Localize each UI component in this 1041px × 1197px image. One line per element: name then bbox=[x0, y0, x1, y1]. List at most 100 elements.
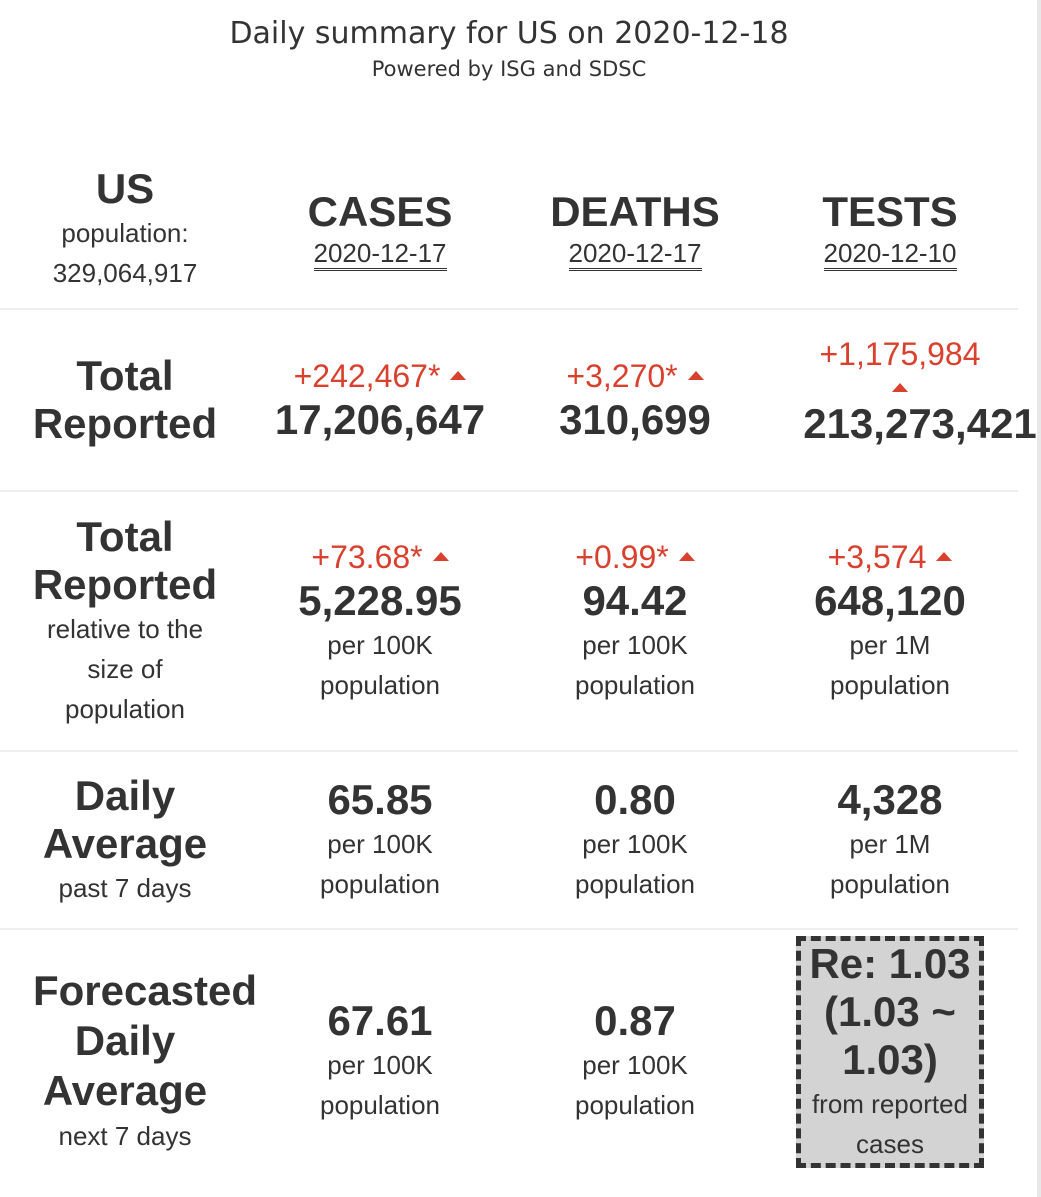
deaths-total-delta-text: +3,270* bbox=[566, 358, 678, 394]
tests-date-link[interactable]: 2020-12-10 bbox=[823, 238, 957, 271]
cases-label: CASES bbox=[307, 187, 453, 235]
cases-relative-cell: +73.68* 5,228.95 per 100K population bbox=[255, 492, 505, 750]
deaths-relative-delta: +0.99* bbox=[575, 537, 695, 577]
relative-desc-line3: population bbox=[65, 694, 185, 724]
total-reported-label-line2: Reported bbox=[32, 400, 218, 447]
deaths-label: DEATHS bbox=[550, 187, 720, 235]
tests-relative-value: 648,120 bbox=[814, 577, 966, 624]
deaths-total-delta: +3,270* bbox=[566, 356, 704, 396]
cases-relative-delta-text: +73.68* bbox=[311, 539, 423, 575]
scrollbar-track[interactable] bbox=[1037, 0, 1041, 1197]
re-desc-line1: from reported bbox=[811, 1089, 969, 1119]
daily-average-label-cell: Daily Average past 7 days bbox=[10, 752, 240, 928]
deaths-forecast-cell: 0.87 per 100K population bbox=[510, 930, 760, 1192]
tests-total-value: 213,273,421 bbox=[803, 400, 1037, 447]
re-cell: Re: 1.03 (1.03 ~ 1.03) from reported cas… bbox=[765, 930, 1015, 1192]
cases-daily-value: 65.85 bbox=[327, 776, 433, 823]
forecast-label-line2: Daily bbox=[74, 1017, 176, 1064]
page-subtitle: Powered by ISG and SDSC bbox=[371, 57, 647, 81]
tests-header: TESTS 2020-12-10 bbox=[765, 150, 1015, 308]
tests-total-delta: +1,175,984 bbox=[819, 336, 981, 372]
tests-relative-unit-line2: population bbox=[830, 670, 950, 700]
relative-label-line1: Total bbox=[76, 513, 174, 560]
re-value-line3: 1.03) bbox=[842, 1036, 938, 1083]
cases-relative-value: 5,228.95 bbox=[298, 577, 462, 624]
column-header-row: US population: 329,064,917 CASES 2020-12… bbox=[0, 150, 1018, 310]
cases-total-value: 17,206,647 bbox=[274, 396, 486, 443]
tests-daily-value: 4,328 bbox=[837, 776, 943, 823]
deaths-forecast-value: 0.87 bbox=[594, 997, 676, 1044]
deaths-date-link[interactable]: 2020-12-17 bbox=[568, 238, 702, 271]
forecast-row: Forecasted Daily Average next 7 days 67.… bbox=[0, 930, 1018, 1192]
deaths-relative-cell: +0.99* 94.42 per 100K population bbox=[510, 492, 760, 750]
deaths-daily-cell: 0.80 per 100K population bbox=[510, 752, 760, 928]
tests-label: TESTS bbox=[822, 187, 958, 235]
forecast-label-cell: Forecasted Daily Average next 7 days bbox=[10, 930, 280, 1192]
tests-relative-unit-line1: per 1M bbox=[849, 630, 931, 660]
re-value-line1: Re: 1.03 bbox=[809, 940, 971, 987]
cases-relative-unit-line1: per 100K bbox=[327, 630, 433, 660]
re-box: Re: 1.03 (1.03 ~ 1.03) from reported cas… bbox=[796, 936, 984, 1168]
cases-relative-unit-line2: population bbox=[320, 670, 440, 700]
deaths-daily-value: 0.80 bbox=[594, 776, 676, 823]
daily-average-desc: past 7 days bbox=[58, 873, 192, 903]
triangle-up-icon bbox=[892, 382, 908, 392]
forecast-label-line3: Average bbox=[42, 1067, 208, 1114]
page-title: Daily summary for US on 2020-12-18 bbox=[229, 16, 789, 51]
tests-relative-delta: +3,574 bbox=[828, 537, 953, 577]
deaths-total-value: 310,699 bbox=[559, 396, 711, 443]
cases-daily-cell: 65.85 per 100K population bbox=[255, 752, 505, 928]
page-header: Daily summary for US on 2020-12-18 Power… bbox=[0, 14, 1018, 84]
deaths-relative-value: 94.42 bbox=[582, 577, 688, 624]
forecast-label-line1: Forecasted bbox=[32, 967, 258, 1014]
tests-daily-unit-line1: per 1M bbox=[849, 829, 931, 859]
cases-forecast-unit-line1: per 100K bbox=[327, 1050, 433, 1080]
cases-daily-unit-line2: population bbox=[320, 869, 440, 899]
relative-label-cell: Total Reported relative to the size of p… bbox=[10, 492, 240, 750]
deaths-total-cell: +3,270* 310,699 bbox=[510, 310, 760, 490]
tests-daily-unit-line2: population bbox=[830, 869, 950, 899]
daily-average-label-line1: Daily bbox=[74, 772, 176, 819]
population-value: 329,064,917 bbox=[52, 258, 198, 288]
triangle-up-icon bbox=[678, 552, 695, 562]
triangle-up-icon bbox=[936, 552, 953, 562]
cases-forecast-cell: 67.61 per 100K population bbox=[255, 930, 505, 1192]
tests-total-delta-icon-wrap bbox=[892, 374, 908, 400]
deaths-forecast-unit-line2: population bbox=[575, 1090, 695, 1120]
deaths-forecast-unit-line1: per 100K bbox=[582, 1050, 688, 1080]
triangle-up-icon bbox=[432, 552, 449, 562]
tests-total-cell: +1,175,984 213,273,421 bbox=[765, 310, 1037, 490]
cases-forecast-unit-line2: population bbox=[320, 1090, 440, 1120]
triangle-up-icon bbox=[687, 371, 704, 381]
tests-daily-cell: 4,328 per 1M population bbox=[765, 752, 1015, 928]
deaths-relative-unit-line2: population bbox=[575, 670, 695, 700]
cases-relative-delta: +73.68* bbox=[311, 537, 449, 577]
cases-total-delta-text: +242,467* bbox=[293, 358, 441, 394]
deaths-relative-delta-text: +0.99* bbox=[575, 539, 669, 575]
cases-date-link[interactable]: 2020-12-17 bbox=[313, 238, 447, 271]
cases-daily-unit-line1: per 100K bbox=[327, 829, 433, 859]
total-reported-label-line1: Total bbox=[76, 352, 174, 399]
region-name: US bbox=[95, 165, 155, 212]
cases-total-cell: +242,467* 17,206,647 bbox=[255, 310, 505, 490]
relative-label-line2: Reported bbox=[32, 561, 218, 608]
re-value-line2: (1.03 ~ bbox=[824, 988, 956, 1035]
re-desc-line2: cases bbox=[856, 1129, 924, 1159]
daily-average-row: Daily Average past 7 days 65.85 per 100K… bbox=[0, 752, 1018, 930]
tests-relative-delta-text: +3,574 bbox=[827, 539, 927, 575]
total-reported-row: Total Reported +242,467* 17,206,647 +3,2… bbox=[0, 310, 1037, 492]
cases-forecast-value: 67.61 bbox=[327, 997, 433, 1044]
total-reported-label-cell: Total Reported bbox=[10, 310, 240, 490]
population-label: population: bbox=[61, 218, 189, 248]
cases-header: CASES 2020-12-17 bbox=[255, 150, 505, 308]
relative-desc-line1: relative to the bbox=[46, 614, 204, 644]
triangle-up-icon bbox=[450, 371, 467, 381]
deaths-daily-unit-line1: per 100K bbox=[582, 829, 688, 859]
forecast-desc: next 7 days bbox=[58, 1121, 192, 1151]
tests-relative-cell: +3,574 648,120 per 1M population bbox=[765, 492, 1015, 750]
relative-desc-line2: size of bbox=[87, 654, 163, 684]
deaths-header: DEATHS 2020-12-17 bbox=[510, 150, 760, 308]
relative-row: Total Reported relative to the size of p… bbox=[0, 492, 1018, 752]
region-cell: US population: 329,064,917 bbox=[10, 150, 240, 308]
daily-average-label-line2: Average bbox=[42, 820, 208, 867]
